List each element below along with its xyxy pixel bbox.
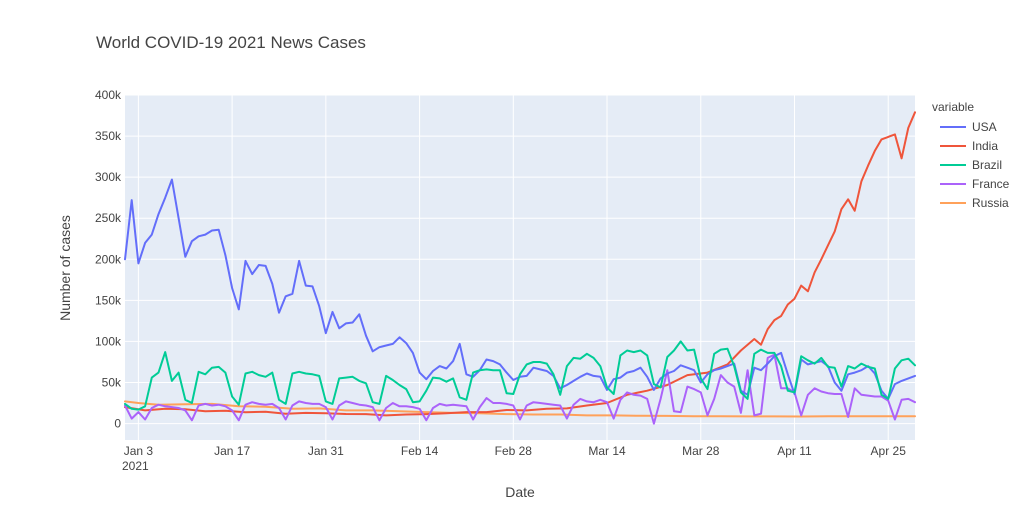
legend-item-usa[interactable]: USA <box>940 120 997 134</box>
series-line-india <box>124 111 916 417</box>
legend-item-india[interactable]: India <box>940 139 998 153</box>
x-tick-label: Feb 28 <box>495 444 533 458</box>
legend-label: Russia <box>972 196 1009 210</box>
x-tick-label: Apr 11 <box>777 444 812 458</box>
x-tick-label: Jan 31 <box>308 444 344 458</box>
series-lines <box>124 111 916 425</box>
x-axis-ticks: Jan 3 Jan 17 Jan 31 Feb 14 Feb 28 Mar 14 Mar 2… <box>124 444 907 458</box>
y-tick-label: 250k <box>95 211 122 225</box>
y-tick-label: 400k <box>95 88 122 102</box>
x-tick-label: Feb 14 <box>401 444 439 458</box>
y-tick-label: 0 <box>114 417 121 431</box>
legend-label: USA <box>972 120 997 134</box>
y-tick-label: 200k <box>95 252 122 266</box>
legend-item-russia[interactable]: Russia <box>940 196 1009 210</box>
x-axis-title: Date <box>505 484 535 500</box>
legend-label: India <box>972 139 998 153</box>
legend-label: France <box>972 177 1010 191</box>
legend-title: variable <box>932 100 974 114</box>
x-tick-label: Jan 17 <box>214 444 250 458</box>
legend-item-brazil[interactable]: Brazil <box>940 158 1002 172</box>
y-tick-label: 100k <box>95 334 122 348</box>
chart-title: World COVID-19 2021 News Cases <box>96 33 366 52</box>
gridlines <box>125 94 915 440</box>
x-tick-label: Mar 14 <box>588 444 626 458</box>
legend[interactable]: USA India Brazil France Russia <box>940 120 1010 210</box>
y-tick-label: 150k <box>95 293 122 307</box>
y-axis-title: Number of cases <box>57 215 73 321</box>
x-tick-label: Apr 25 <box>871 444 907 458</box>
y-tick-label: 300k <box>95 170 122 184</box>
x-tick-label: Mar 28 <box>682 444 720 458</box>
y-tick-label: 50k <box>102 376 122 390</box>
series-line-russia <box>124 400 916 418</box>
series-line-france <box>124 353 916 425</box>
y-axis-ticks: 0 50k 100k 150k 200k 250k 300k 350k 400k <box>95 88 122 431</box>
legend-label: Brazil <box>972 158 1002 172</box>
x-tick-year-label: 2021 <box>122 459 149 473</box>
x-tick-label: Jan 3 <box>124 444 154 458</box>
series-line-brazil <box>124 340 916 411</box>
y-tick-label: 350k <box>95 129 122 143</box>
legend-item-france[interactable]: France <box>940 177 1010 191</box>
